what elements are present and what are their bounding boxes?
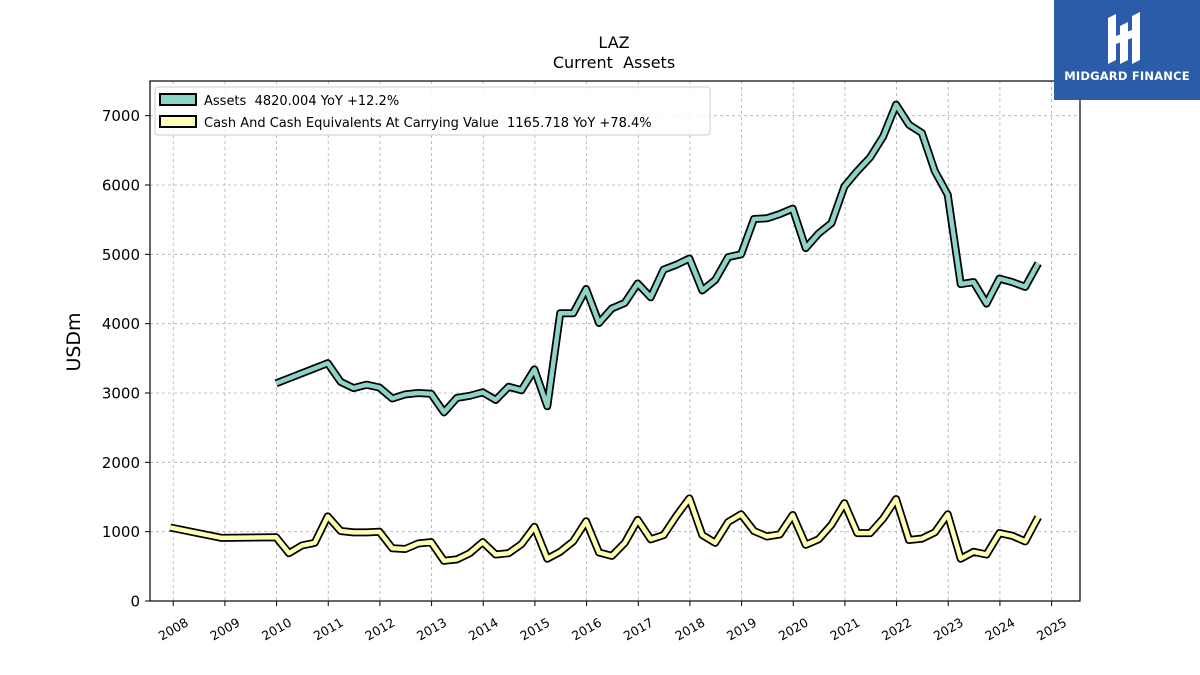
x-tick-label: 2014 (466, 615, 501, 644)
y-tick-label: 3000 (102, 385, 140, 403)
brand-logo: MIDGARD FINANCE (1054, 0, 1200, 100)
chart-subtitle: Current Assets (553, 53, 675, 72)
y-tick-label: 5000 (102, 246, 140, 264)
x-tick-label: 2020 (776, 615, 811, 644)
x-tick-label: 2024 (982, 615, 1017, 644)
y-tick-label: 2000 (102, 454, 140, 472)
y-tick-label: 7000 (102, 107, 140, 125)
y-tick-label: 1000 (102, 523, 140, 541)
x-tick-label: 2009 (207, 615, 242, 644)
x-tick-label: 2022 (879, 615, 914, 644)
chart-title: LAZ (598, 33, 629, 52)
legend-label-cash: Cash And Cash Equivalents At Carrying Va… (204, 116, 652, 131)
x-tick-label: 2013 (414, 615, 449, 644)
legend-label-assets: Assets 4820.004 YoY +12.2% (204, 94, 399, 109)
legend-swatch-cash (159, 115, 197, 128)
series-line-assets (275, 102, 1041, 415)
y-tick-label: 6000 (102, 177, 140, 195)
y-tick-label: 0 (130, 593, 140, 611)
logo-mark-icon (1108, 12, 1140, 64)
logo-text: MIDGARD FINANCE (1064, 69, 1190, 83)
x-tick-label: 2015 (517, 615, 552, 644)
x-tick-label: 2018 (672, 615, 707, 644)
x-tick-label: 2012 (362, 615, 397, 644)
x-tick-label: 2023 (931, 615, 966, 644)
x-tick-label: 2019 (724, 615, 759, 644)
y-axis-label: USDm (63, 312, 85, 371)
x-tick-label: 2017 (621, 615, 656, 644)
legend-swatch-assets (159, 93, 197, 106)
legend: Assets 4820.004 YoY +12.2% Cash And Cash… (154, 86, 711, 136)
x-tick-label: 2016 (569, 615, 604, 644)
y-tick-label: 4000 (102, 315, 140, 333)
series-lines (169, 100, 1042, 565)
series-line-cash (169, 496, 1041, 564)
legend-box (154, 86, 711, 136)
x-tick-label: 2025 (1034, 615, 1069, 644)
series-outline-assets (274, 100, 1042, 417)
x-tick-label: 2011 (311, 615, 346, 644)
x-tick-label: 2021 (827, 615, 862, 644)
axis-ticks: 2008 2009 2010 2011 2012 2013 2014 2015 2016 2017… (102, 107, 1069, 643)
x-tick-label: 2010 (259, 615, 294, 644)
plot-area-frame (149, 80, 1081, 602)
x-tick-label: 2008 (156, 615, 191, 644)
